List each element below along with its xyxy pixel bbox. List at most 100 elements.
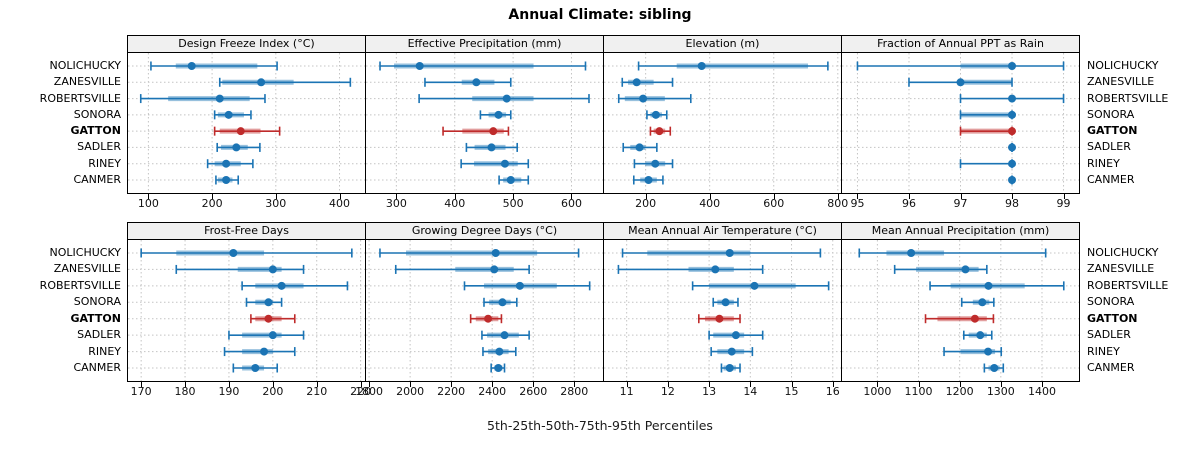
percentile-row-zanesville bbox=[394, 264, 530, 274]
x-axis-tick bbox=[959, 382, 961, 387]
percentile-row-robertsville bbox=[691, 281, 830, 291]
percentile-row-sonora bbox=[959, 110, 1017, 120]
percentile-row-robertsville bbox=[463, 281, 591, 291]
panel-mean-annual-precipitation-mm bbox=[841, 239, 1080, 382]
figure-title: Annual Climate: sibling bbox=[508, 7, 692, 23]
x-axis-tick bbox=[1012, 194, 1014, 199]
percentile-row-sadler bbox=[962, 330, 993, 340]
x-axis-tick bbox=[791, 382, 793, 387]
row-label-right-sadler: SADLER bbox=[1087, 140, 1131, 154]
x-axis-tick-label: 400 bbox=[329, 197, 351, 210]
x-axis-tick-label: 210 bbox=[306, 385, 328, 398]
panel-header-design-freeze-index-c: Design Freeze Index (°C) bbox=[127, 35, 366, 53]
percentile-row-riney bbox=[959, 159, 1017, 169]
row-label-left-gatton: GATTON bbox=[70, 124, 121, 138]
x-axis-tick bbox=[141, 382, 143, 387]
x-axis-tick bbox=[513, 194, 515, 199]
panel-plot-frost-free-days bbox=[128, 240, 365, 381]
panel-growing-degree-days-c bbox=[365, 239, 604, 382]
x-axis-tick bbox=[750, 382, 752, 387]
x-axis-tick-label: 200 bbox=[262, 385, 284, 398]
percentile-row-sonora bbox=[483, 297, 518, 307]
x-axis-tick-label: 100 bbox=[137, 197, 159, 210]
row-label-right-sonora: SONORA bbox=[1087, 107, 1135, 121]
row-label-left-sonora: SONORA bbox=[73, 295, 121, 309]
percentile-row-sadler bbox=[622, 142, 658, 152]
x-axis-tick-label: 15 bbox=[784, 385, 799, 398]
x-axis-tick-label: 2200 bbox=[437, 385, 466, 398]
percentile-row-riney bbox=[710, 347, 754, 357]
percentile-row-nolichucky bbox=[637, 61, 829, 71]
panel-mean-annual-air-temperature-c bbox=[603, 239, 842, 382]
x-axis-tick-label: 98 bbox=[1005, 197, 1020, 210]
percentile-row-sonora bbox=[245, 297, 283, 307]
row-label-left-riney: RINEY bbox=[88, 156, 121, 170]
percentile-row-nolichucky bbox=[150, 61, 278, 71]
percentile-row-canmer bbox=[1008, 175, 1017, 185]
row-label-left-nolichucky: NOLICHUCKY bbox=[49, 246, 121, 259]
panel-plot-fraction-of-annual-ppt-as-rain bbox=[842, 53, 1079, 193]
percentile-row-zanesville bbox=[617, 264, 764, 274]
x-axis-tick-label: 190 bbox=[218, 385, 240, 398]
row-label-right-gatton: GATTON bbox=[1087, 124, 1138, 138]
percentile-row-riney bbox=[943, 347, 1003, 357]
percentile-row-riney bbox=[206, 159, 254, 169]
x-axis-tick-label: 2800 bbox=[560, 385, 589, 398]
x-axis-tick bbox=[837, 194, 839, 199]
row-label-right-robertsville: ROBERTSVILLE bbox=[1087, 91, 1169, 105]
percentile-row-robertsville bbox=[929, 281, 1065, 291]
x-axis-tick bbox=[709, 382, 711, 387]
x-axis-tick-label: 2000 bbox=[396, 385, 425, 398]
percentile-row-canmer bbox=[215, 175, 240, 185]
panel-effective-precipitation-mm bbox=[365, 52, 604, 194]
panel-header-growing-degree-days-c: Growing Degree Days (°C) bbox=[365, 222, 604, 240]
x-axis-tick bbox=[832, 382, 834, 387]
x-axis-tick-label: 220 bbox=[350, 385, 372, 398]
row-label-left-nolichucky: NOLICHUCKY bbox=[49, 59, 121, 72]
row-label-left-robertsville: ROBERTSVILLE bbox=[39, 278, 121, 292]
row-label-right-riney: RINEY bbox=[1087, 156, 1120, 170]
percentile-row-gatton bbox=[250, 314, 296, 324]
percentile-row-robertsville bbox=[241, 281, 349, 291]
x-axis-tick bbox=[960, 194, 962, 199]
percentile-row-robertsville bbox=[139, 94, 266, 104]
percentile-row-sadler bbox=[216, 142, 261, 152]
row-label-left-canmer: CANMER bbox=[73, 361, 121, 374]
x-axis-tick bbox=[185, 382, 187, 387]
row-label-right-sadler: SADLER bbox=[1087, 328, 1131, 342]
row-label-left-robertsville: ROBERTSVILLE bbox=[39, 91, 121, 105]
x-axis-tick bbox=[574, 382, 576, 387]
panel-header-mean-annual-air-temperature-c: Mean Annual Air Temperature (°C) bbox=[603, 222, 842, 240]
percentile-row-nolichucky bbox=[856, 61, 1065, 71]
x-axis-tick-label: 96 bbox=[901, 197, 916, 210]
percentile-row-gatton bbox=[649, 126, 672, 136]
percentile-row-zanesville bbox=[175, 264, 305, 274]
x-axis-tick-label: 95 bbox=[850, 197, 865, 210]
x-axis-tick-label: 600 bbox=[560, 197, 582, 210]
x-axis-tick-label: 1800 bbox=[355, 385, 384, 398]
x-axis-tick-label: 180 bbox=[174, 385, 196, 398]
x-axis-tick bbox=[1000, 382, 1002, 387]
percentile-row-gatton bbox=[924, 314, 995, 324]
percentile-row-nolichucky bbox=[621, 248, 822, 258]
x-axis-tick bbox=[877, 382, 879, 387]
x-axis-tick bbox=[369, 382, 371, 387]
x-axis-tick bbox=[908, 194, 910, 199]
panel-header-fraction-of-annual-ppt-as-rain: Fraction of Annual PPT as Rain bbox=[841, 35, 1080, 53]
percentile-row-canmer bbox=[232, 363, 279, 373]
row-label-right-robertsville: ROBERTSVILLE bbox=[1087, 278, 1169, 292]
panel-plot-growing-degree-days-c bbox=[366, 240, 603, 381]
x-axis-tick bbox=[571, 194, 573, 199]
panel-elevation-m bbox=[603, 52, 842, 194]
percentile-row-canmer bbox=[490, 363, 506, 373]
percentile-row-sonora bbox=[646, 110, 668, 120]
x-axis-tick bbox=[667, 382, 669, 387]
x-axis-tick bbox=[645, 194, 647, 199]
panel-header-elevation-m: Elevation (m) bbox=[603, 35, 842, 53]
x-axis-tick-label: 1000 bbox=[863, 385, 892, 398]
x-axis-tick bbox=[360, 382, 362, 387]
x-axis-tick bbox=[492, 382, 494, 387]
row-label-left-zanesville: ZANESVILLE bbox=[53, 75, 121, 89]
x-axis-tick bbox=[148, 194, 150, 199]
x-axis-tick-label: 200 bbox=[201, 197, 223, 210]
